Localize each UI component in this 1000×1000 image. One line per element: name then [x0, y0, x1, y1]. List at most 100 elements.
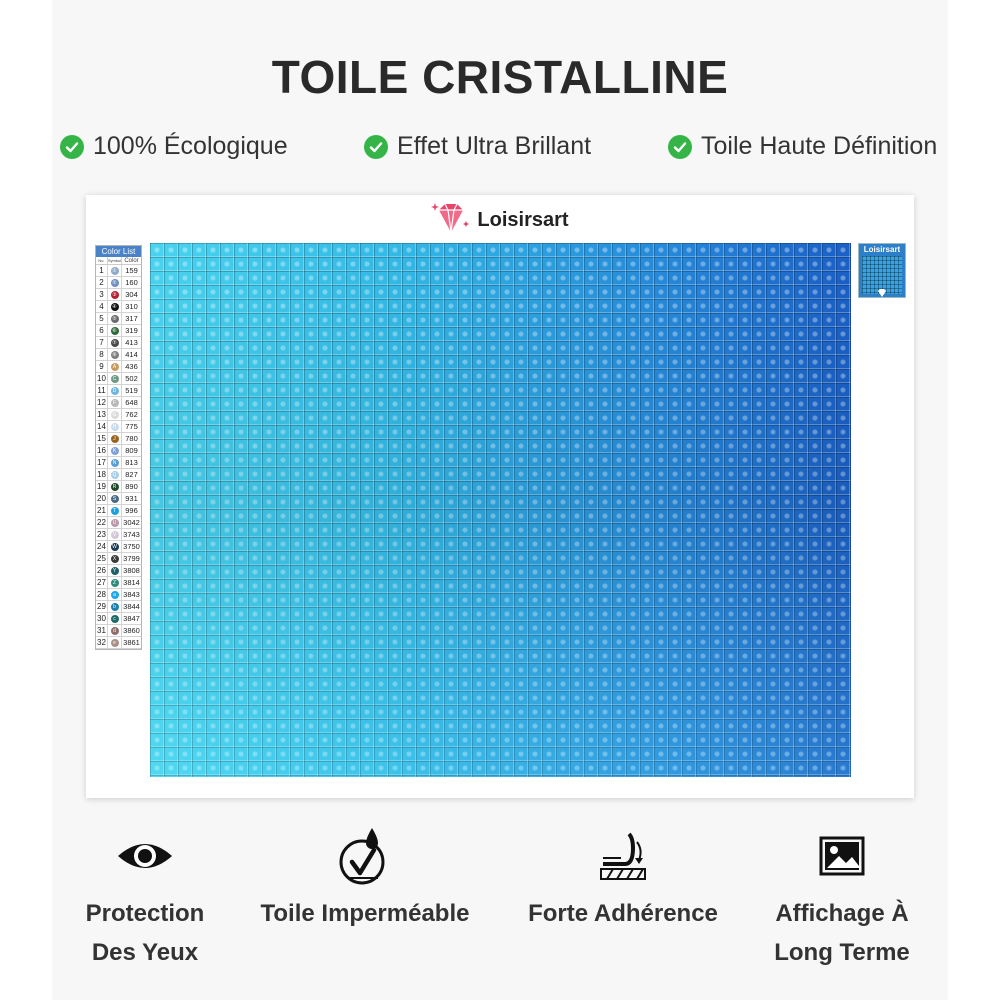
color-symbol: X	[110, 554, 119, 563]
color-symbol-cell: V	[108, 529, 122, 540]
color-symbol: Y	[110, 566, 119, 575]
color-symbol: ⑦	[110, 338, 119, 347]
color-symbol-cell: C	[108, 373, 122, 384]
color-code: 436	[125, 362, 138, 371]
color-code: 762	[125, 410, 138, 419]
color-code: 780	[125, 434, 138, 443]
diamond-mosaic-image	[150, 243, 851, 777]
color-symbol: J	[110, 434, 119, 443]
color-symbol: N	[110, 458, 119, 467]
color-symbol: R	[110, 482, 119, 491]
color-symbol-cell: S	[108, 493, 122, 504]
color-symbol-cell: ⑥	[108, 325, 122, 336]
color-list-row: 19 R 890	[96, 481, 141, 493]
color-symbol: ⑥	[110, 326, 119, 335]
color-code: 3843	[123, 590, 140, 599]
color-code: 502	[125, 374, 138, 383]
check-circle-icon	[364, 134, 388, 159]
color-symbol: d	[110, 626, 119, 635]
color-list-row: 11 D 519	[96, 385, 141, 397]
color-list-row: 28 a 3843	[96, 589, 141, 601]
color-list-row: 26 Y 3808	[96, 565, 141, 577]
color-symbol: C	[110, 374, 119, 383]
color-number: 29	[96, 601, 108, 612]
eye-icon	[116, 838, 174, 879]
color-symbol-cell: A	[108, 361, 122, 372]
benefit-label-line2: Des Yeux	[91, 939, 199, 966]
color-symbol-cell: D	[108, 385, 122, 396]
color-code: 3042	[123, 518, 140, 527]
color-list-row: 9 A 436	[96, 361, 141, 373]
color-symbol: S	[110, 494, 119, 503]
color-list-legend: Color List No. Symbol Color 1 ① 159 2 ② 160 3 ③…	[95, 245, 142, 650]
color-number: 25	[96, 553, 108, 564]
feature-label: Effet Ultra Brillant	[397, 132, 592, 160]
diamond-icon	[431, 201, 471, 240]
color-symbol-cell: T	[108, 505, 122, 516]
header-symbol: Symbol	[107, 257, 122, 264]
color-symbol-cell: b	[108, 601, 122, 612]
color-symbol-cell: ①	[108, 265, 122, 276]
color-symbol-cell: Y	[108, 565, 122, 576]
color-list-row: 30 c 3847	[96, 613, 141, 625]
feature-list: 100% Écologique Effet Ultra Brillant Toi…	[60, 132, 950, 168]
color-list-row: 10 C 502	[96, 373, 141, 385]
color-number: 12	[96, 397, 108, 408]
benefit-eye-protection: Protection Des Yeux	[25, 828, 265, 972]
color-symbol: c	[110, 614, 119, 623]
benefit-label-line2: Long Terme	[774, 939, 910, 966]
thumbnail-diamond-icon	[877, 284, 887, 302]
color-number: 3	[96, 289, 108, 300]
benefit-label-line1: Forte Adhérence	[528, 900, 718, 927]
color-list-title: Color List	[96, 246, 141, 257]
color-symbol: F	[110, 398, 119, 407]
benefit-label-line1: Toile Imperméable	[260, 900, 470, 927]
color-code: 317	[125, 314, 138, 323]
feature-brillant: Effet Ultra Brillant	[364, 132, 591, 161]
color-symbol: U	[110, 518, 119, 527]
color-list-row: 31 d 3860	[96, 625, 141, 637]
color-symbol-cell: ②	[108, 277, 122, 288]
color-code: 3814	[123, 578, 140, 587]
color-number: 8	[96, 349, 108, 360]
benefit-label-line1: Affichage À	[775, 900, 909, 927]
color-number: 31	[96, 625, 108, 636]
color-symbol-cell: ④	[108, 301, 122, 312]
color-list-row: 23 V 3743	[96, 529, 141, 541]
color-symbol: W	[110, 542, 119, 551]
benefit-waterproof: Toile Imperméable	[245, 827, 485, 933]
color-code: 413	[125, 338, 138, 347]
thumbnail-brand: Loisirsart	[863, 245, 901, 254]
color-list-row: 7 ⑦ 413	[96, 337, 141, 349]
color-symbol-cell: ⑦	[108, 337, 122, 348]
color-symbol: ②	[110, 278, 119, 287]
color-symbol: ⑧	[110, 350, 119, 359]
color-number: 13	[96, 409, 108, 420]
color-symbol-cell: G	[108, 409, 122, 420]
color-symbol: Q	[110, 470, 119, 479]
color-code: 809	[125, 446, 138, 455]
color-list-header: No. Symbol Color	[96, 257, 141, 265]
check-circle-icon	[668, 134, 692, 159]
color-symbol-cell: X	[108, 553, 122, 564]
color-symbol-cell: d	[108, 625, 122, 636]
color-list-row: 2 ② 160	[96, 277, 141, 289]
color-code: 160	[125, 278, 138, 287]
color-symbol-cell: c	[108, 613, 122, 624]
adhesion-peel-icon	[599, 830, 647, 887]
color-symbol: ③	[110, 290, 119, 299]
color-list-row: 21 T 996	[96, 505, 141, 517]
color-symbol-cell: H	[108, 421, 122, 432]
color-symbol-cell: a	[108, 589, 122, 600]
color-symbol-cell: ③	[108, 289, 122, 300]
feature-ecologique: 100% Écologique	[60, 132, 288, 161]
check-circle-icon	[60, 134, 84, 159]
color-number: 6	[96, 325, 108, 336]
color-symbol-cell: Z	[108, 577, 122, 588]
color-symbol: G	[110, 410, 119, 419]
color-symbol-cell: e	[108, 637, 122, 648]
color-number: 19	[96, 481, 108, 492]
color-number: 4	[96, 301, 108, 312]
color-code: 3750	[123, 542, 140, 551]
color-symbol-cell: F	[108, 397, 122, 408]
